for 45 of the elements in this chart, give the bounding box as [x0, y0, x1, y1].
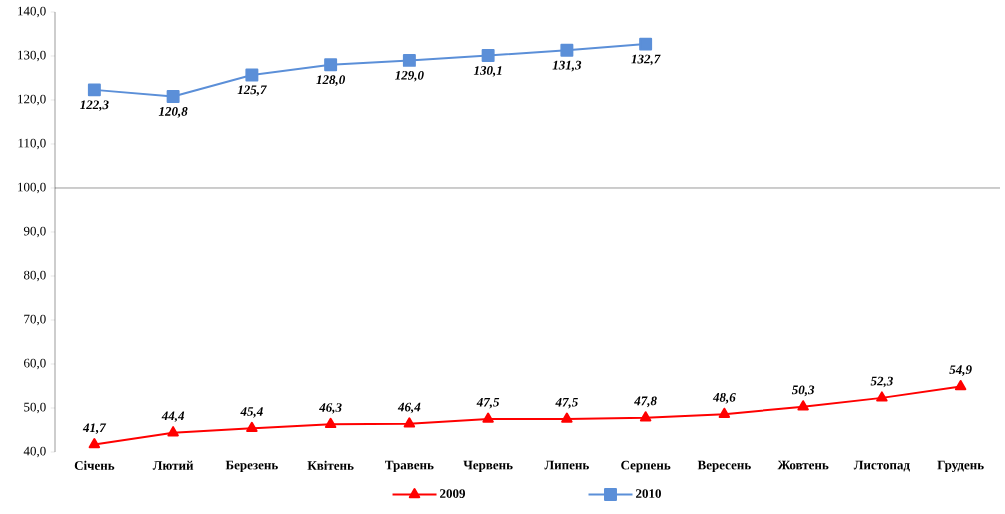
- y-tick-label: 90,0: [23, 226, 46, 238]
- data-label: 125,7: [237, 85, 267, 97]
- data-label: 47,5: [476, 397, 500, 409]
- data-label: 46,3: [319, 403, 342, 414]
- data-label: 47,8: [634, 396, 657, 408]
- data-label: 122,3: [80, 100, 109, 112]
- y-tick-label: 140,0: [18, 6, 46, 18]
- x-tick-label: Листопад: [853, 460, 910, 472]
- y-tick-label: 100,0: [18, 182, 46, 194]
- x-tick-label: Квітень: [307, 460, 354, 470]
- y-tick-label: 120,0: [18, 94, 46, 106]
- data-label: 50,3: [791, 385, 815, 397]
- y-tick-label: 40,0: [23, 446, 46, 458]
- y-tick-label: 110,0: [18, 138, 46, 150]
- x-tick-label: Травень: [385, 460, 434, 473]
- data-label: 129,0: [395, 70, 424, 82]
- y-tick-label: 50,0: [24, 402, 46, 414]
- data-label: 54,9: [949, 365, 972, 376]
- x-tick-label: Липень: [544, 460, 589, 470]
- data-label: 46,4: [397, 402, 421, 414]
- data-label: 132,7: [631, 54, 661, 66]
- x-tick-label: Грудень: [937, 460, 984, 473]
- x-tick-label: Червень: [463, 460, 513, 473]
- y-tick-label: 60,0: [24, 358, 46, 370]
- data-label: 130,1: [473, 66, 502, 77]
- data-label: 120,8: [158, 107, 188, 118]
- y-tick-label: 70,0: [24, 314, 46, 326]
- y-tick-label: 80,0: [23, 270, 46, 282]
- x-tick-label: Лютий: [152, 460, 194, 470]
- x-tick-label: Серпень: [621, 460, 671, 473]
- data-label: 128,0: [316, 75, 346, 86]
- x-tick-label: Жовтень: [777, 460, 829, 470]
- legend-label: 2009: [440, 489, 466, 498]
- legend-label: 2010: [636, 489, 661, 498]
- x-tick-label: Вересень: [697, 460, 751, 473]
- data-label: 44,4: [161, 411, 185, 423]
- data-label: 47,5: [555, 397, 578, 409]
- data-label: 41,7: [82, 423, 107, 434]
- x-tick-label: Січень: [74, 460, 115, 470]
- data-label: 52,3: [870, 376, 893, 388]
- x-tick-label: Березень: [225, 460, 278, 473]
- data-label: 48,6: [712, 392, 736, 404]
- y-tick-label: 130,0: [18, 50, 46, 62]
- data-label: 131,3: [552, 60, 582, 72]
- data-label: 45,4: [240, 407, 263, 418]
